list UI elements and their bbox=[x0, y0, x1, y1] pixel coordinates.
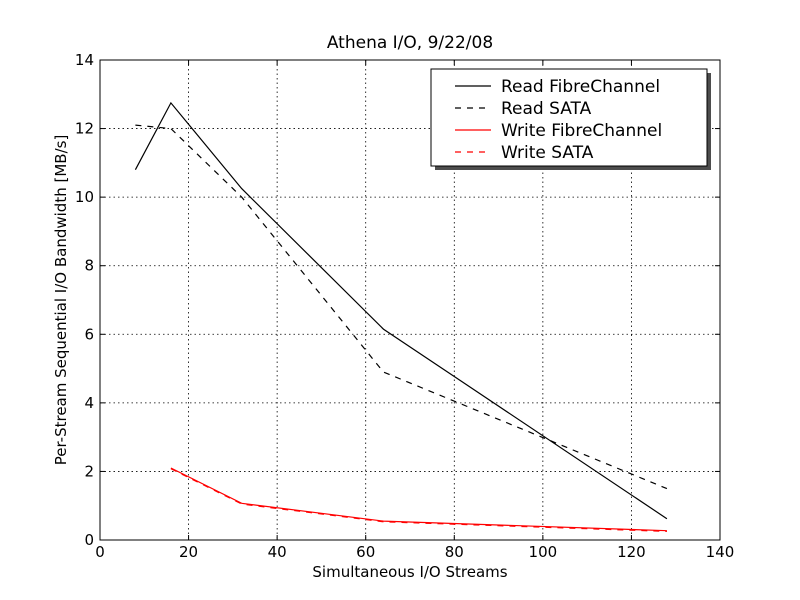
y-tick-label: 0 bbox=[84, 531, 94, 549]
y-tick-label: 8 bbox=[84, 257, 94, 275]
y-tick-label: 4 bbox=[84, 394, 94, 412]
y-tick-label: 12 bbox=[75, 120, 94, 138]
x-axis-label: Simultaneous I/O Streams bbox=[312, 563, 507, 581]
legend-label-write-sata: Write SATA bbox=[501, 143, 594, 163]
legend-label-write-fibrechannel: Write FibreChannel bbox=[501, 121, 662, 141]
legend-label-read-fibrechannel: Read FibreChannel bbox=[501, 77, 660, 97]
y-axis-label: Per-Stream Sequential I/O Bandwidth [MB/… bbox=[52, 135, 70, 466]
plot-frame bbox=[99, 59, 721, 541]
y-tick-label: 2 bbox=[84, 462, 94, 480]
grid bbox=[100, 60, 720, 540]
axis-ticks: 0 20 40 60 80 100 120 140 0 2 4 6 8 10 12 14 bbox=[75, 51, 734, 561]
chart-title: Athena I/O, 9/22/08 bbox=[327, 33, 493, 53]
legend-box bbox=[430, 68, 708, 167]
x-tick-label: 120 bbox=[617, 543, 646, 561]
legend-label-read-sata: Read SATA bbox=[501, 99, 592, 119]
y-tick-label: 14 bbox=[75, 51, 94, 69]
y-tick-label: 10 bbox=[75, 188, 94, 206]
y-tick-label: 6 bbox=[84, 325, 94, 343]
series-line-read-fibrechannel bbox=[134, 101, 668, 520]
x-tick-label: 80 bbox=[445, 543, 464, 561]
series-line-read-sata bbox=[135, 124, 668, 490]
series-line-write-sata bbox=[170, 468, 667, 532]
series-line-write-fibrechannel bbox=[170, 467, 667, 532]
x-tick-label: 20 bbox=[179, 543, 198, 561]
x-tick-label: 60 bbox=[356, 543, 375, 561]
x-tick-label: 100 bbox=[529, 543, 558, 561]
x-tick-label: 0 bbox=[95, 543, 105, 561]
series-lines bbox=[134, 101, 668, 532]
x-tick-label: 40 bbox=[268, 543, 287, 561]
x-tick-label: 140 bbox=[706, 543, 735, 561]
